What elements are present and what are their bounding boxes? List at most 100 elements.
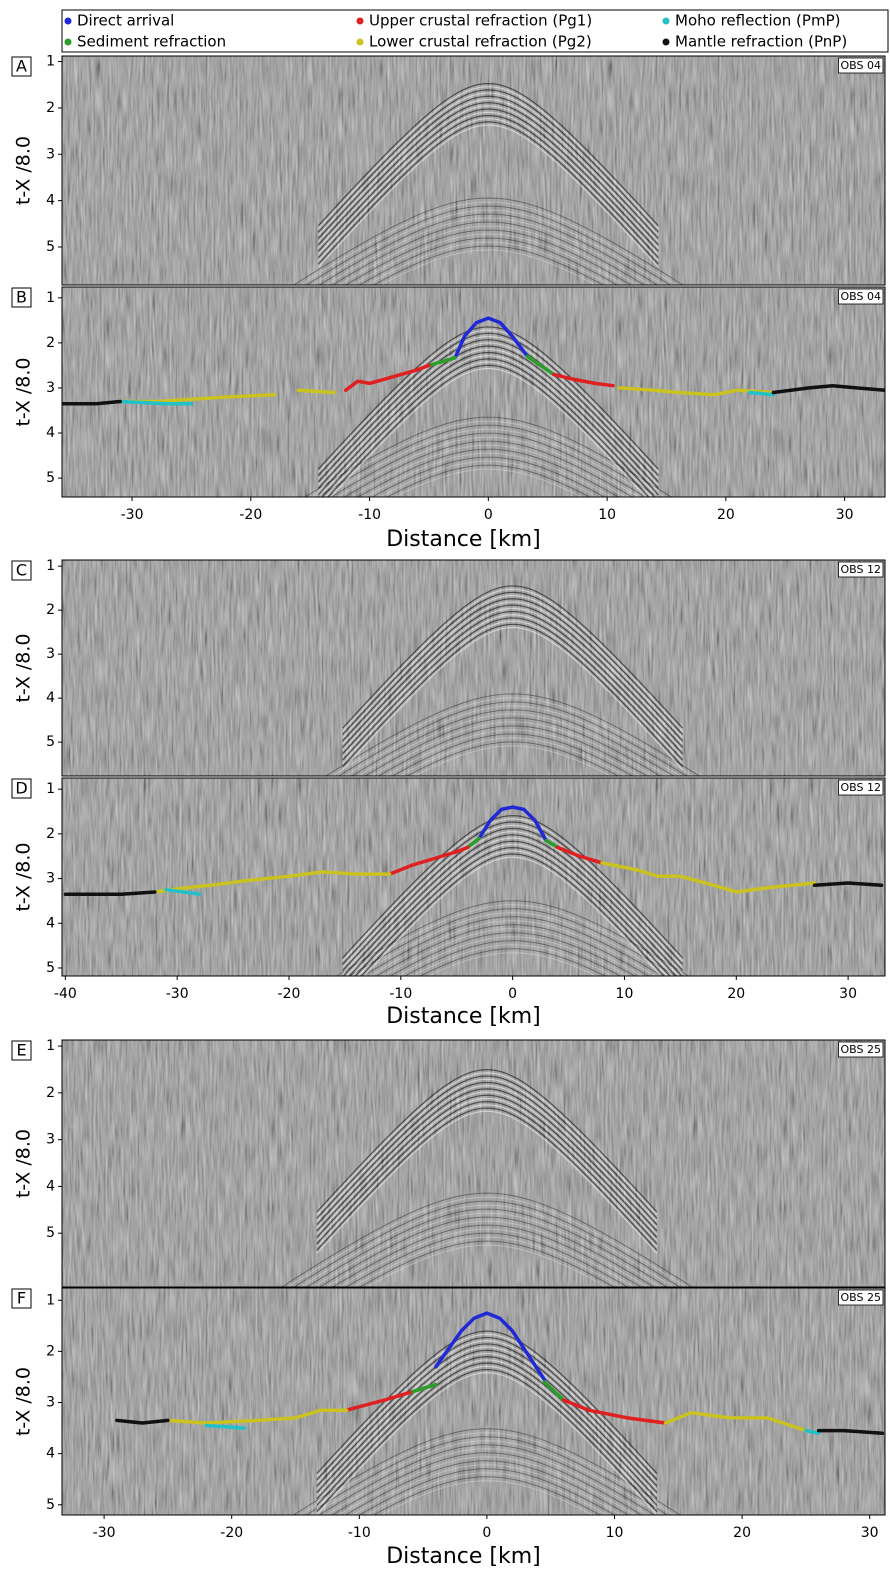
annotation-box bbox=[838, 1289, 884, 1306]
panel-letter: F bbox=[17, 1289, 26, 1308]
arrival-stripe bbox=[317, 335, 659, 480]
x-tick-label: 0 bbox=[508, 986, 517, 1002]
arrival-stripe bbox=[364, 452, 613, 497]
x-axis-label: Distance [km] bbox=[386, 527, 541, 552]
arrival-stripe bbox=[406, 741, 620, 776]
y-tick-label: 1 bbox=[46, 290, 55, 306]
y-tick-label: 1 bbox=[46, 1038, 55, 1054]
pick-line bbox=[408, 1380, 566, 1402]
panel-letter: A bbox=[16, 57, 27, 76]
arrival-stripe bbox=[316, 1352, 658, 1497]
arrival-stripe bbox=[316, 1362, 658, 1506]
y-tick-label: 4 bbox=[46, 1446, 55, 1462]
x-tick-label: 10 bbox=[616, 986, 634, 1002]
frame bbox=[61, 1287, 886, 1516]
y-tick-label: 2 bbox=[46, 1343, 55, 1359]
x-axis-label: Distance [km] bbox=[386, 1004, 541, 1029]
arrival-stripe bbox=[342, 821, 684, 965]
arrival-stripe bbox=[305, 205, 672, 285]
arrival-stripe bbox=[358, 237, 619, 285]
y-axis-label: t-X /8.0 bbox=[13, 357, 35, 426]
annotation-box bbox=[838, 1041, 884, 1058]
arrival-stripe bbox=[316, 1356, 658, 1500]
section-arrivals bbox=[63, 805, 884, 976]
annotation: OBS 04 bbox=[841, 290, 882, 303]
arrival-stripe bbox=[370, 721, 655, 776]
arrival-stripe bbox=[427, 952, 598, 976]
y-tick-label: 1 bbox=[46, 1292, 55, 1308]
arrival-stripe bbox=[305, 1208, 668, 1287]
y-tick-label: 2 bbox=[46, 335, 55, 351]
arrival-stripe bbox=[342, 815, 684, 959]
annotation-box bbox=[838, 288, 884, 305]
arrival-stripe bbox=[324, 361, 653, 497]
y-tick-label: 5 bbox=[46, 470, 55, 486]
arrival-stripe bbox=[384, 729, 641, 776]
arrival-stripe bbox=[342, 827, 684, 972]
pick-line bbox=[344, 363, 615, 392]
arrival-stripe bbox=[316, 1343, 658, 1487]
arrival-stripe bbox=[342, 834, 683, 976]
arrival-stripe bbox=[317, 351, 659, 496]
y-axis-label: t-X /8.0 bbox=[13, 842, 35, 911]
arrival-stripe bbox=[398, 737, 627, 776]
legend-box bbox=[61, 9, 889, 53]
arrival-stripe bbox=[316, 1107, 658, 1251]
arrival-stripe bbox=[391, 733, 634, 776]
arrival-stripe bbox=[316, 1333, 658, 1477]
arrival-stripe bbox=[342, 831, 684, 975]
arrival-stripe bbox=[318, 1216, 655, 1287]
x-tick-label: -20 bbox=[278, 986, 301, 1002]
arrival-stripe bbox=[318, 1444, 656, 1515]
legend-marker bbox=[64, 38, 72, 46]
panel-letter: D bbox=[15, 779, 27, 798]
arrival-stripe bbox=[317, 98, 659, 243]
arrival-stripe bbox=[316, 1075, 658, 1219]
arrival-stripe bbox=[317, 332, 659, 476]
x-tick-label: 20 bbox=[733, 1525, 751, 1541]
arrival-stripe bbox=[336, 436, 640, 497]
arrival-stripe bbox=[292, 197, 684, 285]
arrival-stripe bbox=[299, 1204, 675, 1287]
arrival-stripe bbox=[365, 241, 612, 285]
arrival-stripe bbox=[316, 1340, 658, 1484]
pick-line bbox=[344, 1390, 668, 1425]
arrival-stripe bbox=[330, 432, 647, 497]
x-tick-label: -10 bbox=[348, 1525, 371, 1541]
arrival-stripe bbox=[382, 928, 643, 976]
arrival-stripe bbox=[343, 440, 634, 497]
arrival-stripe bbox=[350, 709, 675, 776]
legend-label: Sediment refraction bbox=[77, 33, 226, 51]
arrival-stripe bbox=[317, 326, 659, 470]
x-tick-label: 20 bbox=[717, 507, 735, 523]
arrival-stripe bbox=[357, 850, 668, 976]
x-tick-label: -20 bbox=[239, 507, 262, 523]
annotation-box bbox=[838, 561, 884, 578]
y-tick-label: 1 bbox=[46, 558, 55, 574]
arrival-stripe bbox=[419, 948, 607, 976]
y-axis-label: t-X /8.0 bbox=[13, 1367, 35, 1436]
arrival-stripe bbox=[317, 114, 659, 259]
arrival-stripe bbox=[342, 904, 683, 976]
arrival-stripe bbox=[372, 245, 605, 285]
panel-letter-box bbox=[11, 1040, 32, 1061]
legend-label: Lower crustal refraction (Pg2) bbox=[369, 33, 592, 51]
y-axis-label: t-X /8.0 bbox=[13, 1129, 35, 1198]
arrival-stripe bbox=[337, 701, 688, 776]
arrival-stripe bbox=[342, 620, 684, 764]
pick-line bbox=[62, 383, 885, 406]
arrival-stripe bbox=[316, 1368, 658, 1513]
y-tick-label: 2 bbox=[46, 602, 55, 618]
arrival-stripe bbox=[357, 713, 668, 776]
annotation: OBS 25 bbox=[841, 1043, 882, 1056]
arrival-stripe bbox=[331, 697, 694, 776]
arrival-stripe bbox=[386, 464, 591, 497]
pick-line bbox=[477, 805, 548, 843]
panel-letter: B bbox=[16, 288, 27, 307]
arrival-stripe bbox=[330, 367, 647, 497]
arrival-stripe bbox=[342, 818, 684, 962]
legend-marker bbox=[356, 17, 364, 25]
arrival-stripe bbox=[352, 1236, 622, 1287]
arrival-stripe bbox=[345, 1232, 629, 1287]
y-tick-label: 2 bbox=[46, 1085, 55, 1101]
